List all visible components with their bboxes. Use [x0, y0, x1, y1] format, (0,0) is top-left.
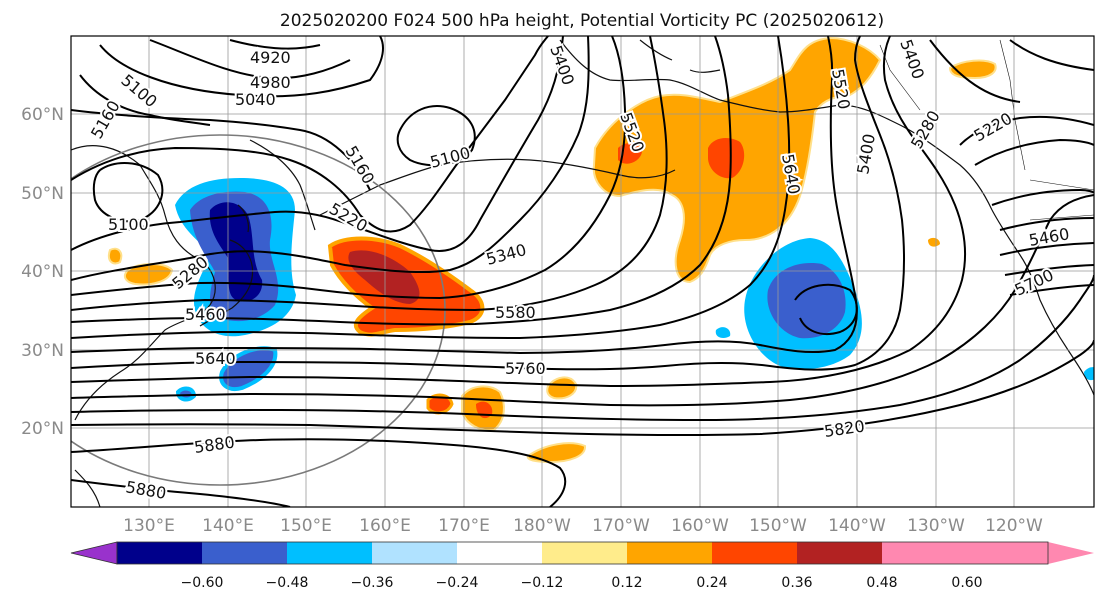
colorbar-tick: 0.36: [781, 575, 812, 591]
pv-shade-small-orange-1: [928, 237, 940, 247]
contour-label: 5580: [495, 303, 536, 322]
colorbar-segment: [712, 542, 797, 564]
lon-label: 150°E: [280, 516, 332, 536]
contour-label: 5640: [195, 349, 236, 368]
contour-label: 5040: [235, 90, 276, 109]
map-frame: [70, 35, 1095, 508]
colorbar-segment: [542, 542, 627, 564]
colorbar-segment: [372, 542, 457, 564]
lat-label-30n: 30°N: [21, 341, 64, 361]
coastline-na-west: [991, 209, 1094, 396]
colorbar-segment: [202, 542, 287, 564]
lon-label: 160°E: [359, 516, 411, 536]
colorbar-tick: 0.60: [951, 575, 982, 591]
colorbar-tick: −0.24: [436, 575, 479, 591]
colorbar-tick: −0.48: [266, 575, 309, 591]
pv-shade-small-1: [426, 393, 454, 415]
lon-label: 170°W: [592, 516, 650, 536]
lat-label-50n: 50°N: [21, 184, 64, 204]
pv-shade-gulf-alaska-core: [618, 138, 745, 179]
longitude-labels: 130°E 140°E 150°E 160°E 170°E 180°W 170°…: [123, 516, 1043, 536]
contour-label: 5100: [108, 215, 149, 234]
pv-shade-kamchatka-core: [348, 250, 420, 304]
colorbar-segment: [457, 542, 542, 564]
lon-label: 140°E: [202, 516, 254, 536]
lon-label: 130°W: [907, 516, 965, 536]
height-contours: [71, 36, 1094, 507]
colorbar-segment: [882, 542, 967, 564]
pv-shade-small-3: [546, 376, 578, 400]
colorbar-tick: 0.48: [866, 575, 897, 591]
lat-label-60n: 60°N: [21, 105, 64, 125]
figure-title: 2025020200 F024 500 hPa height, Potentia…: [280, 11, 884, 31]
pv-shade-east-low-mid: [767, 263, 846, 339]
contour-label: 5760: [505, 359, 546, 378]
lon-label: 160°W: [671, 516, 729, 536]
contour-label: 5880: [124, 477, 167, 503]
contour-label: 4920: [250, 48, 291, 67]
colorbar: −0.60 −0.48 −0.36 −0.24 −0.12 0.12 0.24 …: [70, 541, 1094, 591]
colorbar-tick: −0.12: [521, 575, 564, 591]
colorbar-segment: [117, 542, 202, 564]
colorbar-segment: [287, 542, 372, 564]
lon-label: 140°W: [828, 516, 886, 536]
contour-label: 5460: [185, 305, 226, 324]
latitude-labels: 60°N 50°N 40°N 30°N 20°N: [21, 105, 64, 439]
lon-label: 150°W: [749, 516, 807, 536]
contour-label: 4980: [250, 73, 291, 92]
lat-label-20n: 20°N: [21, 419, 64, 439]
colorbar-segment: [627, 542, 712, 564]
colorbar-extend-low: [70, 541, 118, 565]
lon-label: 130°E: [123, 516, 175, 536]
lon-label: 170°E: [438, 516, 490, 536]
lat-label-40n: 40°N: [21, 262, 64, 282]
colorbar-extend-high: [967, 542, 1094, 564]
colorbar-tick: −0.36: [351, 575, 394, 591]
coastline-kamchatka-aleutians: [249, 139, 676, 231]
coastline-alaska-islands: [639, 39, 721, 73]
pv-positive-shading: [108, 36, 997, 464]
colorbar-segment: [797, 542, 882, 564]
colorbar-tick: 0.24: [696, 575, 727, 591]
colorbar-tick: −0.60: [181, 575, 224, 591]
lon-label: 180°W: [513, 516, 571, 536]
colorbar-tick: 0.12: [611, 575, 642, 591]
pv-negative-shading: [175, 178, 1094, 402]
lon-label: 120°W: [985, 516, 1043, 536]
colorbar-frame: [116, 541, 1049, 565]
